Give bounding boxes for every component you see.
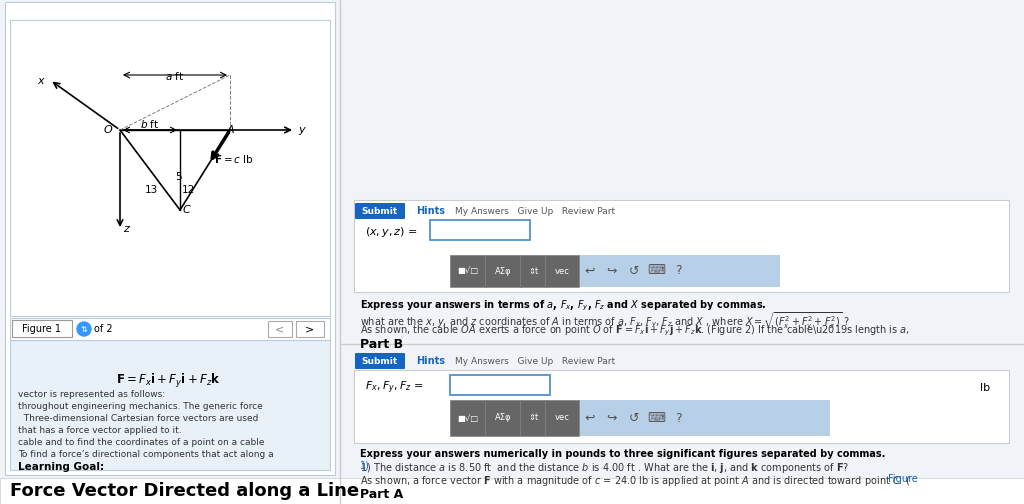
Text: Part B: Part B xyxy=(360,338,403,351)
FancyBboxPatch shape xyxy=(450,400,830,436)
Text: Part A: Part A xyxy=(360,488,403,501)
Text: throughout engineering mechanics. The generic force: throughout engineering mechanics. The ge… xyxy=(18,402,263,411)
Text: >: > xyxy=(305,324,314,334)
Text: Force Vector Directed along a Line: Force Vector Directed along a Line xyxy=(10,482,359,500)
FancyBboxPatch shape xyxy=(354,370,1009,443)
Text: of 2: of 2 xyxy=(94,324,113,334)
FancyBboxPatch shape xyxy=(10,318,330,340)
Text: $\mathbf{F} = F_x\mathbf{i} + F_y\mathbf{i} + F_z\mathbf{k}$: $\mathbf{F} = F_x\mathbf{i} + F_y\mathbf… xyxy=(116,372,220,390)
Text: AΣφ: AΣφ xyxy=(495,413,511,422)
Text: vec: vec xyxy=(555,413,569,422)
FancyBboxPatch shape xyxy=(354,200,1009,292)
FancyBboxPatch shape xyxy=(520,255,546,287)
Text: ■√□: ■√□ xyxy=(458,267,478,276)
Circle shape xyxy=(77,322,91,336)
FancyBboxPatch shape xyxy=(355,203,406,219)
Text: Hints: Hints xyxy=(416,356,445,366)
Text: To find a force’s directional components that act along a: To find a force’s directional components… xyxy=(18,450,273,459)
Text: vector is represented as follows:: vector is represented as follows: xyxy=(18,390,165,399)
Text: $\mathbf{F} = c$ lb: $\mathbf{F} = c$ lb xyxy=(214,153,254,165)
Text: Three-dimensional Cartesian force vectors are used: Three-dimensional Cartesian force vector… xyxy=(18,414,258,423)
FancyBboxPatch shape xyxy=(545,255,579,287)
Text: ↩: ↩ xyxy=(585,265,595,278)
FancyBboxPatch shape xyxy=(450,255,486,287)
FancyBboxPatch shape xyxy=(450,400,486,436)
Text: $F_x, F_y, F_z$ =: $F_x, F_y, F_z$ = xyxy=(365,380,424,396)
Text: Figure 1: Figure 1 xyxy=(22,324,61,334)
FancyBboxPatch shape xyxy=(10,340,330,470)
Text: Submit: Submit xyxy=(361,356,398,365)
Text: ↺: ↺ xyxy=(629,411,639,424)
FancyBboxPatch shape xyxy=(10,20,330,316)
Text: ?: ? xyxy=(675,411,681,424)
Text: ↺: ↺ xyxy=(629,265,639,278)
Text: ⇕t: ⇕t xyxy=(528,413,539,422)
Text: that has a force vector applied to it.: that has a force vector applied to it. xyxy=(18,426,181,435)
Text: C: C xyxy=(183,205,190,215)
Text: <: < xyxy=(275,324,285,334)
Text: As shown, a force vector $\mathbf{F}$ with a magnitude of $c$ = 24.0 lb is appli: As shown, a force vector $\mathbf{F}$ wi… xyxy=(360,474,910,488)
FancyBboxPatch shape xyxy=(268,321,292,337)
Text: $(x, y, z)$ =: $(x, y, z)$ = xyxy=(365,225,418,239)
Text: z: z xyxy=(123,224,129,234)
FancyBboxPatch shape xyxy=(355,353,406,369)
FancyBboxPatch shape xyxy=(5,2,335,475)
Text: Submit: Submit xyxy=(361,207,398,216)
FancyBboxPatch shape xyxy=(545,400,579,436)
Text: ?: ? xyxy=(675,265,681,278)
Text: lb: lb xyxy=(980,383,990,393)
FancyBboxPatch shape xyxy=(430,220,530,240)
Text: $a$ ft: $a$ ft xyxy=(166,70,184,82)
Text: Express your answers numerically in pounds to three significant figures separate: Express your answers numerically in poun… xyxy=(360,449,886,459)
Text: what are the $x$, $y$, and $z$ coordinates of $A$ in terms of $a$, $F_x$, $F_y$,: what are the $x$, $y$, and $z$ coordinat… xyxy=(360,311,850,332)
Text: ■√□: ■√□ xyxy=(458,413,478,422)
Text: vec: vec xyxy=(555,267,569,276)
FancyBboxPatch shape xyxy=(450,375,550,395)
Text: Express your answers in terms of $a$, $F_x$, $F_y$, $F_z$ and $X$ separated by c: Express your answers in terms of $a$, $F… xyxy=(360,299,767,313)
FancyBboxPatch shape xyxy=(0,478,1024,504)
Text: O: O xyxy=(103,125,112,135)
Text: My Answers   Give Up   Review Part: My Answers Give Up Review Part xyxy=(455,356,615,365)
Text: ↪: ↪ xyxy=(607,411,617,424)
Text: $b$ ft: $b$ ft xyxy=(140,118,160,130)
FancyBboxPatch shape xyxy=(520,400,546,436)
FancyBboxPatch shape xyxy=(450,255,780,287)
Text: ⌨: ⌨ xyxy=(647,411,665,424)
Text: y: y xyxy=(298,125,304,135)
Text: ⇕t: ⇕t xyxy=(528,267,539,276)
Text: My Answers   Give Up   Review Part: My Answers Give Up Review Part xyxy=(455,207,615,216)
Text: 1) The distance $a$ is 8.50 ft  and the distance $b$ is 4.00 ft . What are the $: 1) The distance $a$ is 8.50 ft and the d… xyxy=(360,461,850,475)
Text: 12: 12 xyxy=(182,185,196,195)
Text: x: x xyxy=(37,76,44,86)
FancyBboxPatch shape xyxy=(296,321,324,337)
Text: Figure: Figure xyxy=(888,474,918,484)
Text: A: A xyxy=(226,125,233,135)
FancyBboxPatch shape xyxy=(485,255,521,287)
Text: ↪: ↪ xyxy=(607,265,617,278)
Text: cable and to find the coordinates of a point on a cable: cable and to find the coordinates of a p… xyxy=(18,438,264,447)
Text: 13: 13 xyxy=(144,185,158,195)
Text: 5: 5 xyxy=(175,172,181,182)
Text: ↩: ↩ xyxy=(585,411,595,424)
Text: ⌨: ⌨ xyxy=(647,265,665,278)
Text: 1): 1) xyxy=(360,461,370,471)
Text: Hints: Hints xyxy=(416,206,445,216)
FancyBboxPatch shape xyxy=(485,400,521,436)
FancyBboxPatch shape xyxy=(12,320,72,337)
Text: Learning Goal:: Learning Goal: xyxy=(18,462,104,472)
Text: As shown, the cable $OA$ exerts a force on point $O$ of $\mathbf{F} = F_x\mathbf: As shown, the cable $OA$ exerts a force … xyxy=(360,324,910,338)
Text: ⇅: ⇅ xyxy=(81,325,87,334)
Text: AΣφ: AΣφ xyxy=(495,267,511,276)
